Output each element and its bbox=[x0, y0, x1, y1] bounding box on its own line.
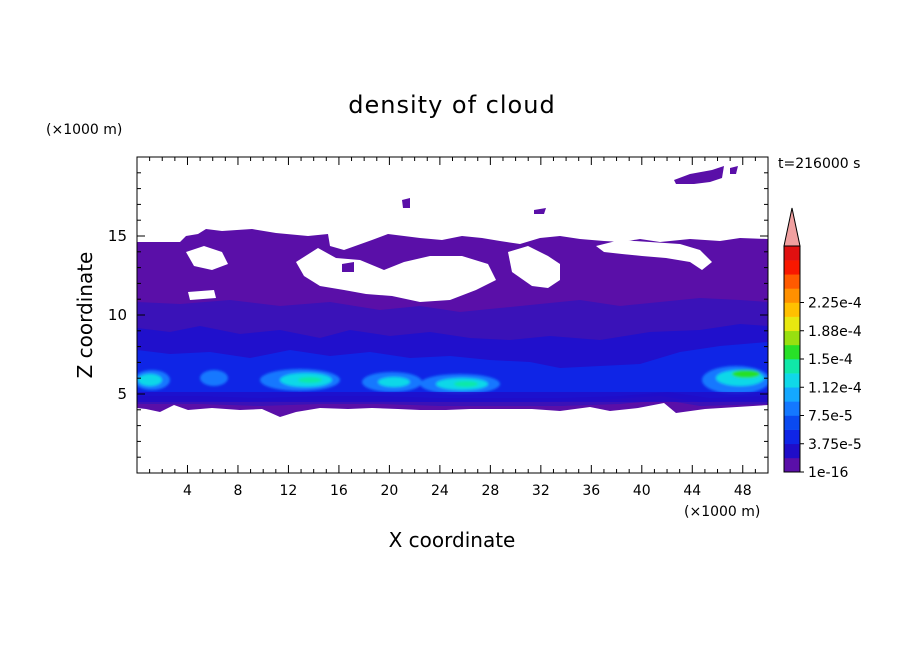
colorbar-level bbox=[784, 260, 800, 275]
x-tick-label: 48 bbox=[734, 483, 752, 499]
colorbar-level bbox=[784, 387, 800, 402]
y-tick-label: 10 bbox=[108, 306, 127, 324]
colorbar-level bbox=[784, 443, 800, 459]
x-tick-label: 36 bbox=[582, 483, 600, 499]
chart-title: density of cloud bbox=[348, 91, 555, 119]
colorbar-level bbox=[784, 401, 800, 416]
y-tick-label: 15 bbox=[108, 227, 127, 245]
y-tick-label: 5 bbox=[117, 385, 127, 403]
colorbar-level bbox=[784, 246, 800, 261]
colorbar-tick-label: 7.5e-5 bbox=[808, 409, 853, 425]
x-tick-label: 12 bbox=[280, 483, 298, 499]
colorbar-tick-label: 2.25e-4 bbox=[808, 296, 862, 312]
colorbar-level bbox=[784, 344, 800, 360]
x-tick-label: 28 bbox=[481, 483, 499, 499]
colorbar-level bbox=[784, 457, 800, 473]
colorbar-level bbox=[784, 288, 800, 303]
x-tick-label: 4 bbox=[183, 483, 192, 499]
colorbar-level bbox=[784, 359, 800, 374]
x-axis-label: X coordinate bbox=[389, 528, 516, 552]
x-tick-label: 16 bbox=[330, 483, 348, 499]
colorbar-level bbox=[784, 274, 800, 289]
colorbar-level bbox=[784, 316, 800, 332]
colorbar-extend-arrow bbox=[783, 207, 801, 247]
colorbar-tick-label: 1.5e-4 bbox=[808, 352, 853, 368]
cloud-density-field bbox=[137, 166, 768, 417]
colorbar-tick-label: 1.12e-4 bbox=[808, 380, 862, 396]
colorbar: 1e-16 3.75e-5 7.5e-5 1.12e-4 1.5e-4 1.88e-4 2.… bbox=[783, 207, 862, 481]
colorbar-level bbox=[784, 330, 800, 346]
colorbar-level bbox=[784, 429, 800, 445]
colorbar-tick-label: 1.88e-4 bbox=[808, 324, 862, 340]
time-label: t=216000 s bbox=[778, 156, 860, 172]
x-tick-label: 40 bbox=[633, 483, 651, 499]
colorbar-level bbox=[784, 415, 800, 430]
y-axis-unit: (×1000 m) bbox=[46, 122, 122, 138]
cloud-core-bands bbox=[137, 366, 768, 394]
y-axis-label: Z coordinate bbox=[73, 252, 97, 379]
x-tick-label: 24 bbox=[431, 483, 449, 499]
colorbar-tick-label: 1e-16 bbox=[808, 465, 848, 481]
colorbar-level bbox=[784, 373, 800, 388]
x-tick-label: 20 bbox=[380, 483, 398, 499]
colorbar-level bbox=[784, 302, 800, 317]
x-tick-label: 44 bbox=[683, 483, 701, 499]
x-tick-label: 8 bbox=[233, 483, 242, 499]
x-axis-ticks: 4 8 12 16 20 24 28 32 36 40 44 48 bbox=[149, 157, 756, 499]
y-axis-ticks: 5 10 15 bbox=[108, 172, 768, 458]
x-tick-label: 32 bbox=[532, 483, 550, 499]
x-axis-unit: (×1000 m) bbox=[684, 504, 760, 520]
cloud-base bbox=[137, 392, 768, 402]
cloud-isolated-patches bbox=[342, 166, 738, 272]
colorbar-tick-label: 3.75e-5 bbox=[808, 437, 862, 453]
